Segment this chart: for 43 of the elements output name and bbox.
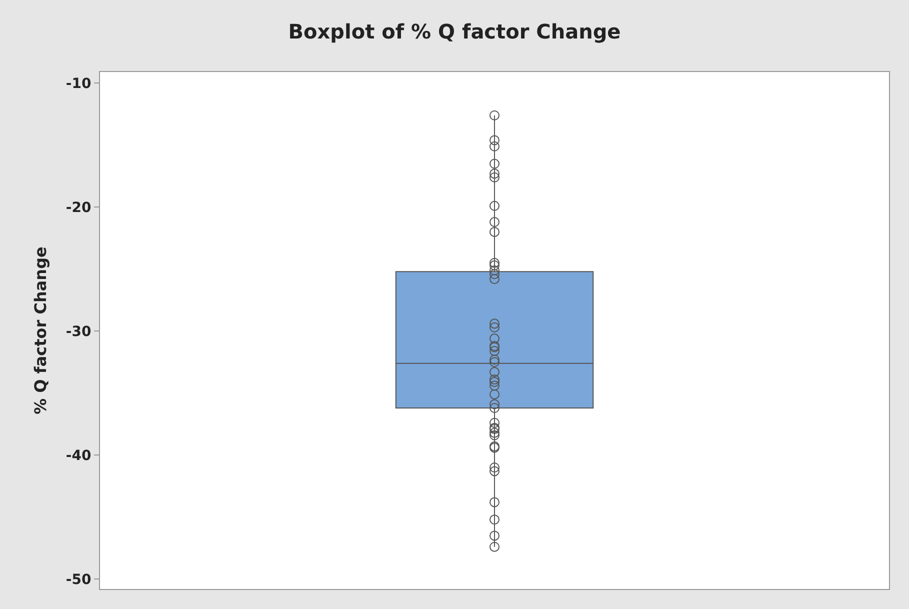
point [490,258,500,268]
point [490,497,500,508]
point [490,260,500,270]
y-tick-label: -30 [66,324,92,340]
point [490,322,500,332]
point [490,367,500,378]
point [490,402,500,413]
point [490,354,500,365]
point [490,172,500,182]
point [490,357,500,368]
point [490,466,500,476]
point [490,141,500,152]
point [490,380,500,391]
y-tick-label: -10 [66,76,92,92]
point [490,542,500,552]
point [490,418,500,428]
y-tick-label: -50 [66,572,92,588]
point [490,200,500,211]
point [490,462,500,472]
point [490,376,500,387]
point [490,374,500,384]
point [490,399,500,410]
point [490,217,500,228]
point [490,265,500,276]
y-tick-label: -40 [66,448,92,464]
point [490,389,500,400]
point [490,430,500,440]
point [490,168,500,179]
point [490,346,500,356]
point [490,318,500,329]
point [490,226,500,237]
y-tick-label: -20 [66,200,92,216]
chart-title: Boxplot of % Q factor Change [288,19,621,44]
point [490,334,500,344]
y-axis-title: % Q factor Change [30,246,50,414]
point [490,135,500,146]
point [490,110,500,120]
point [490,530,500,541]
point [490,158,500,169]
point [490,269,500,280]
point [490,274,500,284]
point [490,428,500,438]
point [490,514,500,525]
